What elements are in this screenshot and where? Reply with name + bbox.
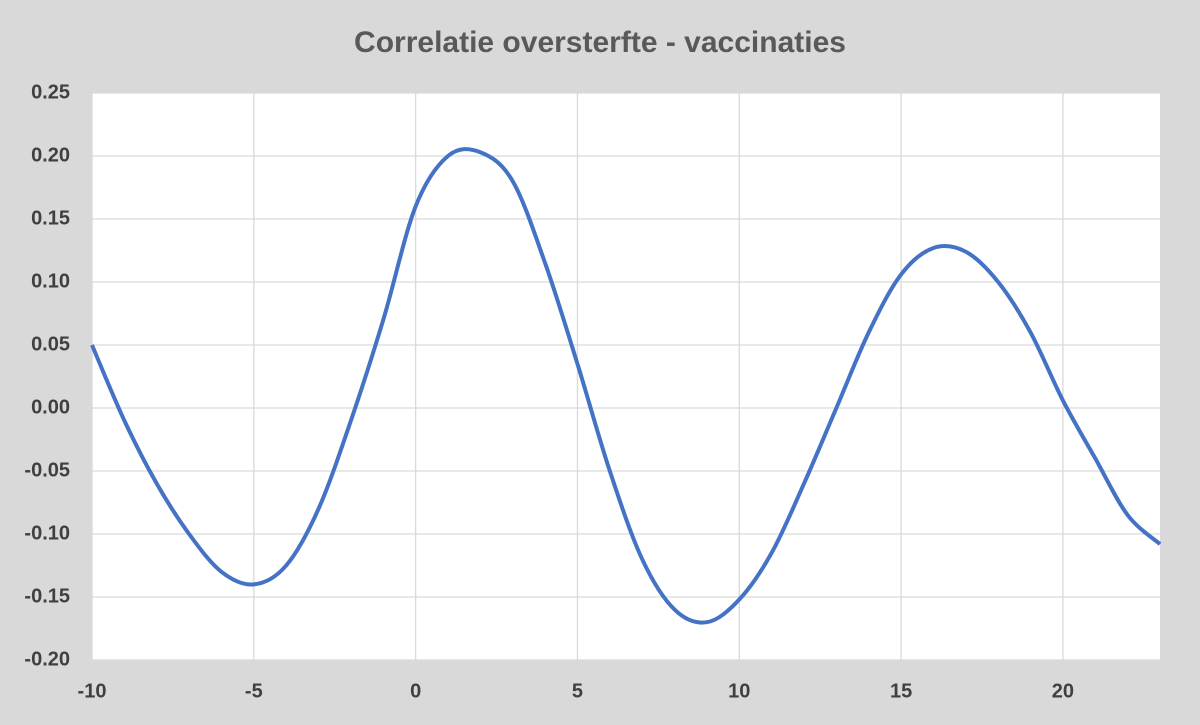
y-tick-label: 0.05 — [31, 333, 70, 355]
y-tick-label: -0.10 — [24, 522, 70, 544]
y-tick-label: 0.00 — [31, 396, 70, 418]
y-tick-label: -0.05 — [24, 459, 70, 481]
x-tick-label: -10 — [78, 680, 107, 702]
y-tick-label: 0.15 — [31, 207, 70, 229]
data-line — [90, 147, 1162, 625]
x-tick-label: 10 — [728, 680, 750, 702]
y-tick-label: 0.25 — [31, 81, 70, 103]
y-tick-label: -0.15 — [24, 585, 70, 607]
x-tick-label: 15 — [890, 680, 912, 702]
x-tick-label: 5 — [572, 680, 583, 702]
y-tick-label: -0.20 — [24, 648, 70, 670]
y-tick-label: 0.20 — [31, 144, 70, 166]
y-tick-label: 0.10 — [31, 270, 70, 292]
x-tick-label: -5 — [245, 680, 263, 702]
x-tick-label: 0 — [410, 680, 421, 702]
plot-area — [92, 93, 1160, 660]
chart-title: Correlatie oversterfte - vaccinaties — [354, 26, 846, 59]
x-tick-label: 20 — [1052, 680, 1074, 702]
